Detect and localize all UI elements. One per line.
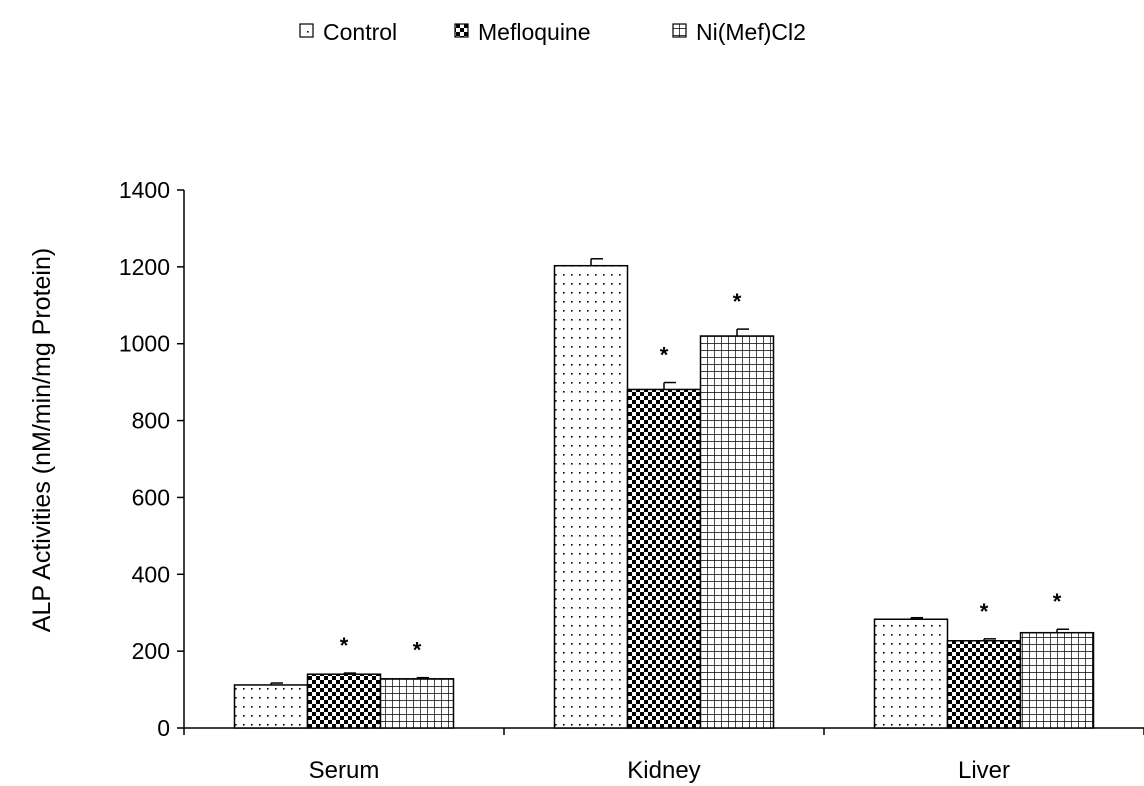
significance-marker: * (1053, 589, 1062, 614)
y-tick-label: 400 (132, 561, 170, 587)
bar (873, 618, 949, 729)
y-tick-label: 200 (132, 638, 170, 664)
significance-marker: * (413, 638, 422, 663)
y-tick-label: 800 (132, 408, 170, 434)
legend-swatch (454, 23, 469, 38)
y-tick-label: 1200 (119, 254, 170, 280)
legend-swatch (672, 23, 687, 38)
x-category-label: Serum (309, 757, 380, 784)
bar (379, 678, 455, 729)
significance-marker: * (340, 633, 349, 658)
y-tick-label: 0 (157, 715, 170, 741)
legend-label: Control (323, 19, 397, 45)
bar (626, 388, 702, 729)
x-category-label: Kidney (627, 757, 700, 784)
bar (306, 673, 382, 729)
y-tick-label: 1000 (119, 331, 170, 357)
bar (233, 684, 309, 729)
bar (553, 264, 629, 729)
significance-marker: * (660, 343, 669, 368)
significance-marker: * (980, 599, 989, 624)
legend-swatch (299, 23, 314, 38)
bar (699, 335, 775, 729)
bars: * * * * * * (233, 258, 1095, 729)
bar (1019, 631, 1095, 729)
y-axis-title: ALP Activities (nM/min/mg Protein) (28, 248, 56, 632)
legend: Control Mefloquine Ni(Mef)Cl2 (299, 19, 806, 45)
x-category-label: Liver (958, 757, 1010, 784)
y-tick-label: 600 (132, 484, 170, 510)
legend-label: Ni(Mef)Cl2 (696, 19, 806, 45)
y-axis: 0 200 400 600 800 1000 1200 1400 (119, 177, 185, 741)
legend-label: Mefloquine (478, 19, 591, 45)
y-tick-label: 1400 (119, 177, 170, 203)
bar (946, 640, 1022, 729)
x-axis: Serum Kidney Liver (183, 727, 1144, 784)
significance-marker: * (733, 289, 742, 314)
